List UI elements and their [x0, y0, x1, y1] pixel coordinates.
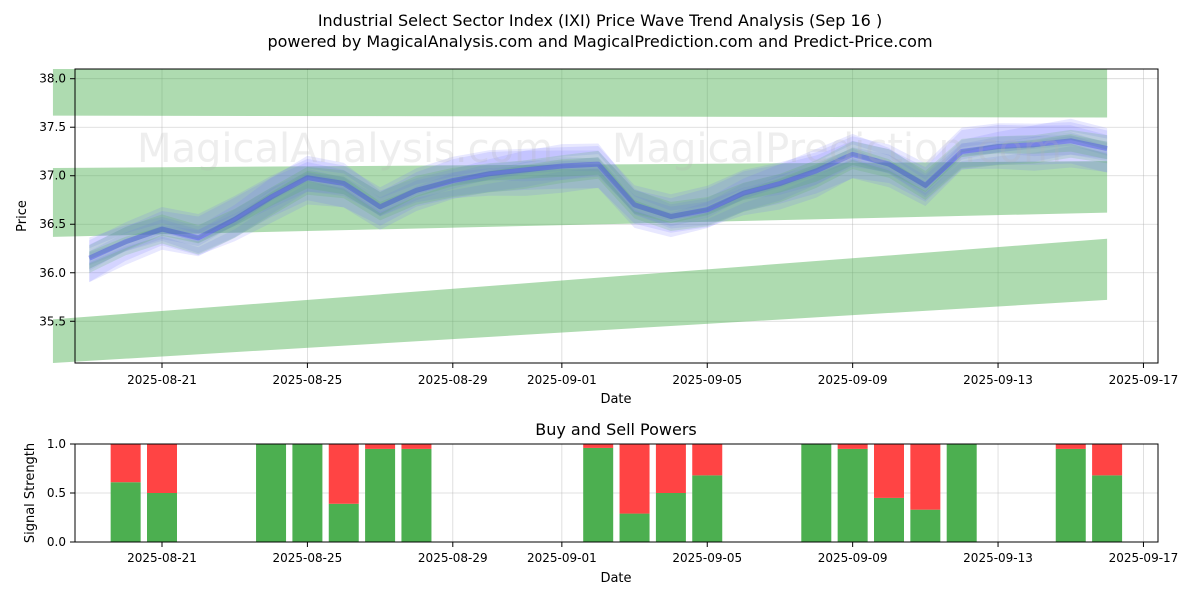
sell-bar	[837, 444, 868, 449]
sell-bar	[1092, 444, 1123, 476]
price-wave-line	[88, 138, 1108, 261]
signal-x-tick-label: 2025-09-01	[527, 551, 597, 565]
signal-y-tick-label: 1.0	[47, 437, 66, 451]
blue-wave-ribbon	[89, 136, 1108, 266]
buy-bar	[655, 493, 686, 542]
buy-bar	[583, 447, 614, 542]
sell-bar	[583, 444, 614, 448]
signal-x-tick-label: 2025-09-09	[818, 551, 888, 565]
watermark-analysis: MagicalAnalysis.com	[137, 126, 553, 172]
price-x-tick-label: 2025-09-01	[527, 373, 597, 387]
price-x-tick-label: 2025-08-25	[273, 373, 343, 387]
signal-x-label: Date	[600, 571, 631, 586]
upper-channel-band	[52, 69, 1108, 118]
sell-bar	[692, 444, 723, 476]
price-y-tick-label: 36.5	[39, 217, 66, 231]
buy-bar	[256, 444, 287, 542]
signal-y-label: Signal Strength	[23, 443, 38, 543]
rising-channel-band	[52, 238, 1108, 363]
price-x-tick-label: 2025-09-17	[1109, 373, 1179, 387]
buy-bar	[110, 482, 141, 542]
signal-y-tick-label: 0.5	[47, 486, 66, 500]
price-x-label: Date	[600, 392, 631, 407]
chart-subtitle: powered by MagicalAnalysis.com and Magic…	[267, 32, 932, 51]
buy-bar	[401, 448, 432, 542]
buy-bar	[147, 493, 177, 542]
blue-wave-ribbon	[89, 132, 1108, 282]
buy-bar	[1055, 448, 1086, 542]
blue-wave-ribbon	[89, 135, 1108, 269]
buy-bar	[692, 475, 723, 542]
signal-y-ticks: 0.0 0.5 1.0	[47, 437, 75, 549]
signal-grid	[75, 443, 1158, 543]
buy-bar	[292, 444, 323, 542]
chart-title: Industrial Select Sector Index (IXI) Pri…	[318, 11, 882, 30]
buy-bar	[910, 509, 941, 542]
signal-x-tick-label: 2025-08-29	[418, 551, 488, 565]
price-y-tick-label: 35.5	[39, 314, 66, 328]
sell-bar	[619, 444, 650, 514]
signal-x-tick-label: 2025-09-05	[672, 551, 742, 565]
price-y-tick-label: 37.0	[39, 169, 66, 183]
price-x-tick-label: 2025-08-21	[127, 373, 197, 387]
buy-bar	[874, 497, 904, 542]
green-wave-ribbon	[89, 143, 1108, 273]
signal-y-tick-label: 0.0	[47, 535, 66, 549]
channel-bands	[52, 69, 1108, 363]
price-x-tick-label: 2025-09-09	[818, 373, 888, 387]
buy-bar	[946, 444, 977, 542]
price-y-tick-label: 38.0	[39, 72, 66, 86]
blue-wave-ribbon	[89, 118, 1108, 271]
sell-bar	[910, 444, 941, 510]
buy-bar	[365, 448, 396, 542]
price-wave-ribbons	[88, 118, 1108, 283]
price-plot-frame	[74, 68, 1159, 364]
price-x-ticks: 2025-08-21 2025-08-25 2025-08-29 2025-09-01…	[127, 363, 1178, 387]
middle-channel-band	[52, 161, 1108, 237]
buy-bar	[801, 444, 832, 542]
price-x-tick-label: 2025-09-05	[672, 373, 742, 387]
signal-x-tick-label: 2025-08-21	[127, 551, 197, 565]
green-wave-ribbon	[89, 134, 1108, 269]
price-y-label: Price	[15, 200, 30, 232]
watermark-prediction: MagicalPrediction.com	[612, 126, 1062, 172]
price-x-tick-label: 2025-09-13	[963, 373, 1033, 387]
sell-bar	[110, 444, 141, 483]
price-y-tick-label: 36.0	[39, 266, 66, 280]
signal-x-tick-label: 2025-09-17	[1109, 551, 1179, 565]
sell-bar	[1055, 444, 1086, 449]
sell-bar	[874, 444, 904, 498]
buy-bar	[837, 448, 868, 542]
blue-wave-ribbon	[89, 122, 1108, 249]
signal-x-ticks: 2025-08-21 2025-08-25 2025-08-29 2025-09-01…	[127, 542, 1178, 565]
price-x-tick-label: 2025-08-29	[418, 373, 488, 387]
buy-bar	[328, 503, 359, 542]
price-y-ticks: 35.5 36.0 36.5 37.0 37.5 38.0	[39, 72, 75, 328]
signal-x-tick-label: 2025-08-25	[273, 551, 343, 565]
signal-bars	[110, 444, 1123, 542]
sell-bar	[365, 444, 396, 449]
sell-bar	[328, 444, 359, 504]
signal-x-tick-label: 2025-09-13	[963, 551, 1033, 565]
sell-bar	[655, 444, 686, 493]
price-y-tick-label: 37.5	[39, 120, 66, 134]
signal-title: Buy and Sell Powers	[535, 420, 697, 439]
blue-wave-ribbon	[89, 124, 1108, 256]
sell-bar	[401, 444, 432, 449]
sell-bar	[147, 444, 177, 493]
price-grid	[75, 69, 1158, 363]
buy-bar	[1092, 475, 1123, 542]
green-wave-ribbon	[89, 129, 1108, 260]
buy-bar	[619, 513, 650, 542]
blue-wave-ribbon	[89, 146, 1108, 283]
